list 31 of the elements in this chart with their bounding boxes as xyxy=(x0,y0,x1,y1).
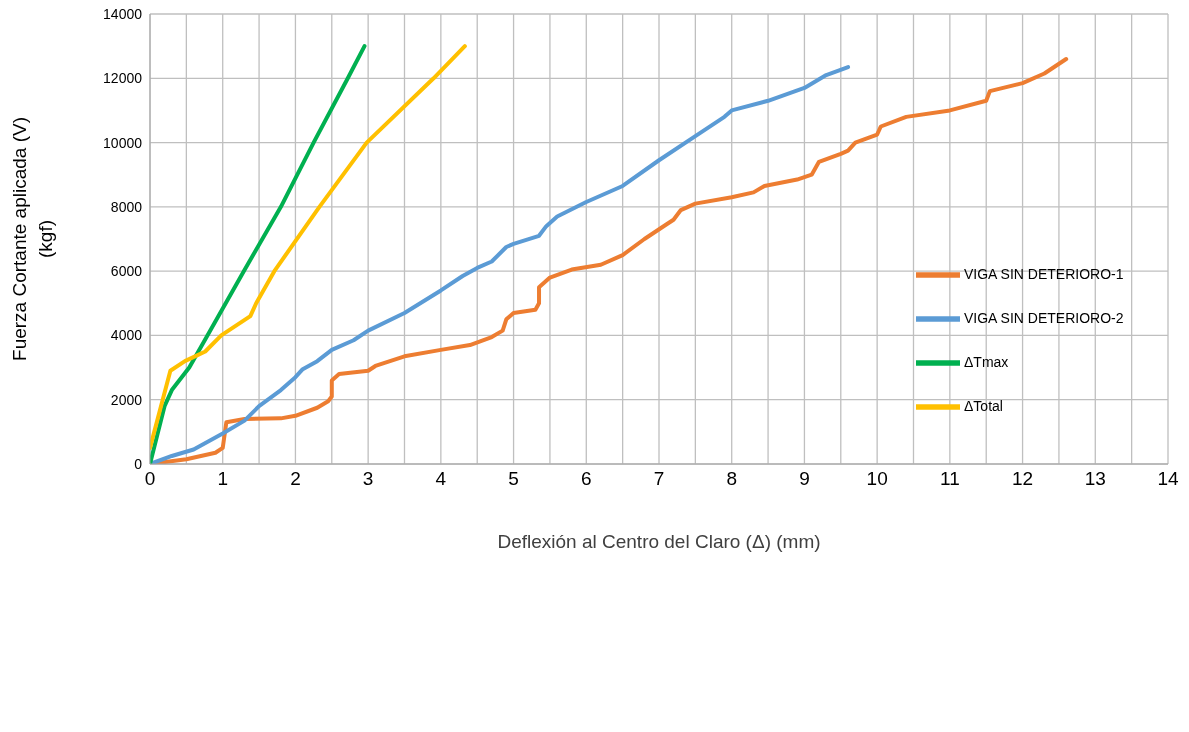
legend-label: ΔTmax xyxy=(964,353,1009,370)
x-tick-label: 6 xyxy=(581,468,592,490)
x-tick-label: 3 xyxy=(362,468,374,490)
legend-label: VIGA SIN DETERIORO-1 xyxy=(964,265,1124,282)
y-tick-label: 6000 xyxy=(110,263,143,280)
x-tick-label: 12 xyxy=(1012,468,1034,490)
y-tick-label: 12000 xyxy=(103,70,143,87)
line-series xyxy=(150,65,851,464)
y-tick-label: 14000 xyxy=(103,5,143,22)
x-tick-label: 8 xyxy=(726,468,737,490)
y-tick-label: 0 xyxy=(134,455,143,472)
x-tick-label: 11 xyxy=(939,468,960,490)
x-tick-label: 4 xyxy=(435,468,447,490)
y-tick-label: 10000 xyxy=(103,134,143,151)
y-axis-title: Fuerza Cortante aplicada (V) (kgf) xyxy=(9,117,56,361)
x-tick-label: 1 xyxy=(217,468,228,490)
x-tick-label: 14 xyxy=(1157,468,1179,490)
x-axis-title: Deflexión al Centro del Claro (Δ) (mm) xyxy=(497,531,821,552)
legend-label: ΔTotal xyxy=(964,397,1003,414)
x-tick-label: 9 xyxy=(799,468,810,490)
legend-label: VIGA SIN DETERIORO-2 xyxy=(964,309,1124,326)
y-tick-label: 8000 xyxy=(110,198,143,215)
x-tick-label: 7 xyxy=(653,468,665,490)
y-tick-label: 4000 xyxy=(110,327,143,344)
line-series xyxy=(150,44,367,464)
y-tick-label: 2000 xyxy=(110,391,143,408)
x-tick-label: 10 xyxy=(866,468,888,490)
x-tick-label: 2 xyxy=(290,468,301,490)
x-tick-label: 5 xyxy=(508,468,519,490)
x-tick-label: 13 xyxy=(1084,468,1106,490)
line-series xyxy=(150,44,467,450)
